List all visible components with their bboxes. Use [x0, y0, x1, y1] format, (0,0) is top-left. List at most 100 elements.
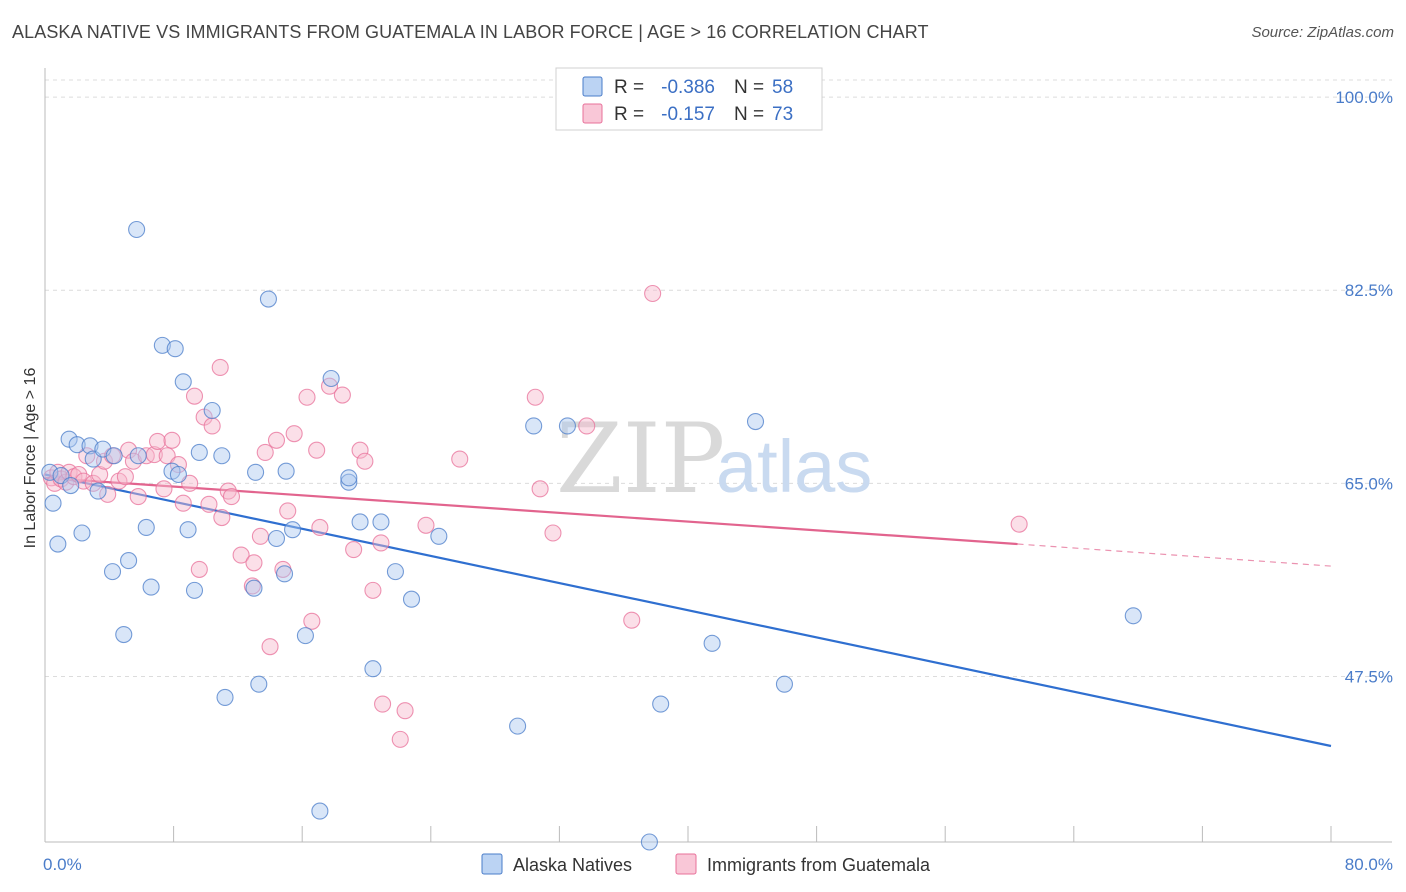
- axes: [44, 68, 1392, 843]
- guatemala-point: [211, 358, 229, 377]
- y-axis-label: In Labor Force | Age > 16: [22, 368, 39, 549]
- legend-r-value: -0.386: [661, 77, 715, 98]
- guatemala-point: [526, 388, 544, 406]
- guatemala-point: [91, 465, 109, 484]
- guatemala-point: [158, 447, 176, 465]
- bottom-legend-label: Immigrants from Guatemala: [707, 855, 931, 875]
- guatemala-point: [190, 560, 208, 578]
- alaska-natives-point: [129, 447, 147, 465]
- guatemala-point: [356, 452, 374, 470]
- guatemala-point: [1010, 515, 1028, 533]
- guatemala-point: [232, 546, 250, 564]
- alaska-natives-point: [103, 563, 122, 581]
- guatemala-point: [311, 518, 329, 537]
- alaska-natives-point: [216, 688, 234, 706]
- alaska-natives-point: [73, 524, 91, 542]
- guatemala-point: [417, 516, 435, 534]
- alaska-natives-point: [525, 417, 543, 435]
- legend-r-value: -0.157: [661, 104, 715, 125]
- guatemala-point: [623, 611, 641, 629]
- alaska-natives-point: [322, 369, 340, 388]
- guatemala-point: [345, 540, 363, 559]
- axis-labels: 100.0% 82.5% 65.0% 47.5% 0.0% 80.0% In Labor F…: [22, 88, 1393, 874]
- watermark: ZIP atlas: [556, 403, 872, 515]
- alaska-natives-point: [372, 513, 390, 531]
- series-legend: Alaska Natives Immigrants from Guatemala: [481, 853, 931, 875]
- alaska-natives-point: [402, 590, 421, 608]
- guatemala-point: [531, 480, 549, 498]
- alaska-natives-point: [558, 417, 576, 435]
- guatemala-point: [185, 387, 204, 405]
- guatemala-point: [303, 612, 321, 630]
- alaska-natives-point: [190, 443, 208, 461]
- guatemala-point: [374, 695, 392, 713]
- alaska-natives-point: [185, 581, 204, 599]
- bottom-legend-label: Alaska Natives: [513, 855, 632, 875]
- guatemala-point: [155, 480, 173, 498]
- alaska-natives-point: [652, 695, 670, 713]
- alaska-natives-point: [128, 220, 146, 239]
- alaska-natives-point: [340, 473, 358, 491]
- alaska-natives-point: [142, 578, 160, 596]
- guatemala-point: [391, 730, 409, 748]
- alaska-natives-point: [245, 579, 263, 597]
- alaska-natives-point: [105, 447, 123, 465]
- guatemala-point: [578, 417, 596, 435]
- bottom-legend-swatch-pink: [675, 853, 697, 875]
- alaska-natives-point: [640, 833, 658, 851]
- alaska-natives-trend-line: [44, 473, 1332, 748]
- guatemala-point: [372, 534, 390, 552]
- alaska-natives-point: [277, 462, 295, 480]
- guatemala-point: [298, 388, 316, 406]
- guatemala-point: [451, 450, 469, 468]
- legend-n-label: N =: [734, 104, 764, 125]
- legend-n-label: N =: [734, 77, 764, 98]
- alaska-natives-point: [213, 447, 231, 465]
- guatemala-point: [124, 452, 142, 470]
- alaska-natives-point: [44, 494, 62, 512]
- guatemala-point: [222, 488, 241, 506]
- alaska-natives-point: [49, 535, 67, 553]
- alaska-natives-point: [120, 552, 138, 570]
- alaska-natives-point: [115, 625, 133, 644]
- alaska-natives-point: [509, 717, 527, 735]
- guatemala-point: [181, 474, 199, 492]
- alaska-natives-point: [364, 660, 382, 678]
- guatemala-point: [396, 702, 414, 720]
- guatemala-point: [245, 554, 263, 572]
- guatemala-point: [364, 581, 382, 599]
- guatemala-point: [308, 441, 326, 459]
- guatemala-point: [251, 527, 269, 545]
- alaska-natives-point: [746, 412, 765, 431]
- guatemala-point: [644, 284, 662, 303]
- alaska-natives-point: [259, 290, 277, 308]
- watermark-zip: ZIP: [556, 403, 725, 515]
- alaska-natives-point: [166, 340, 184, 358]
- legend-swatch-pink: [582, 103, 603, 124]
- alaska-natives-point: [386, 563, 404, 581]
- guatemala-point: [169, 456, 187, 474]
- legend-swatch-blue: [582, 76, 603, 97]
- guatemala-point: [148, 432, 167, 450]
- alaska-natives-point: [68, 436, 86, 454]
- correlation-legend: R = -0.386 N = 58 R = -0.157 N = 73: [555, 67, 823, 131]
- alaska-natives-point: [775, 675, 794, 693]
- bottom-legend-swatch-blue: [481, 853, 503, 875]
- guatemala-point: [279, 502, 297, 520]
- alaska-natives-point: [351, 513, 369, 531]
- alaska-natives-point: [284, 521, 302, 539]
- alaska-natives-point: [137, 518, 155, 537]
- alaska-natives-point: [41, 463, 59, 481]
- guatemala-point: [351, 441, 369, 459]
- alaska-natives-point: [174, 373, 192, 391]
- legend-r-label: R =: [614, 104, 644, 125]
- guatemala-point: [213, 508, 231, 527]
- guatemala-point: [129, 488, 147, 506]
- y-tick-label: 65.0%: [1345, 474, 1393, 493]
- y-tick-label: 82.5%: [1345, 281, 1393, 300]
- x-tick-label-min: 0.0%: [43, 855, 82, 874]
- alaska-natives-point: [311, 802, 329, 820]
- guatemala-point: [99, 485, 117, 503]
- guatemala-point: [203, 417, 221, 435]
